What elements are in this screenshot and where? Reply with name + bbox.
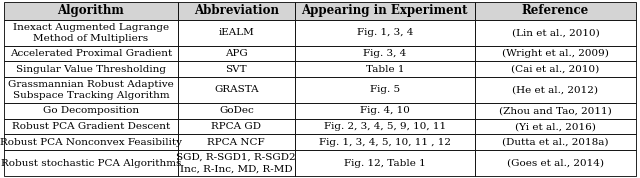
Bar: [178, 134, 295, 150]
Text: (Cai et al., 2010): (Cai et al., 2010): [511, 65, 600, 74]
Text: Robust stochastic PCA Algorithms: Robust stochastic PCA Algorithms: [1, 159, 181, 168]
Text: SVT: SVT: [225, 65, 247, 74]
Text: Algorithm: Algorithm: [58, 4, 124, 17]
Bar: [178, 61, 295, 77]
Bar: [178, 150, 295, 176]
Text: Go Decomposition: Go Decomposition: [43, 106, 139, 115]
Bar: [4, 20, 178, 46]
Text: iEALM: iEALM: [218, 28, 254, 37]
Text: Appearing in Experiment: Appearing in Experiment: [301, 4, 468, 17]
Text: (Wright et al., 2009): (Wright et al., 2009): [502, 49, 609, 58]
Bar: [295, 119, 475, 134]
Bar: [475, 134, 636, 150]
Text: (Goes et al., 2014): (Goes et al., 2014): [507, 159, 604, 168]
Text: APG: APG: [225, 49, 248, 58]
Bar: [178, 20, 295, 46]
Bar: [295, 150, 475, 176]
Text: GoDec: GoDec: [219, 106, 253, 115]
Bar: [475, 61, 636, 77]
Bar: [178, 2, 295, 20]
Text: SGD, R-SGD1, R-SGD2
Inc, R-Inc, MD, R-MD: SGD, R-SGD1, R-SGD2 Inc, R-Inc, MD, R-MD: [177, 153, 296, 173]
Text: Table 1: Table 1: [365, 65, 404, 74]
Bar: [4, 150, 178, 176]
Bar: [295, 103, 475, 119]
Text: Robust PCA Gradient Descent: Robust PCA Gradient Descent: [12, 122, 170, 131]
Bar: [475, 77, 636, 103]
Text: Fig. 1, 3, 4: Fig. 1, 3, 4: [356, 28, 413, 37]
Text: (He et al., 2012): (He et al., 2012): [513, 85, 598, 95]
Bar: [178, 77, 295, 103]
Bar: [475, 119, 636, 134]
Text: Fig. 3, 4: Fig. 3, 4: [363, 49, 406, 58]
Bar: [4, 61, 178, 77]
Text: Singular Value Thresholding: Singular Value Thresholding: [16, 65, 166, 74]
Text: GRASTA: GRASTA: [214, 85, 259, 95]
Bar: [475, 46, 636, 61]
Bar: [295, 77, 475, 103]
Text: (Dutta et al., 2018a): (Dutta et al., 2018a): [502, 138, 609, 147]
Bar: [178, 46, 295, 61]
Text: Inexact Augmented Lagrange
Method of Multipliers: Inexact Augmented Lagrange Method of Mul…: [13, 23, 169, 43]
Bar: [295, 20, 475, 46]
Text: RPCA GD: RPCA GD: [211, 122, 261, 131]
Bar: [295, 134, 475, 150]
Bar: [4, 103, 178, 119]
Bar: [295, 2, 475, 20]
Bar: [4, 77, 178, 103]
Text: Grassmannian Robust Adaptive
Subspace Tracking Algorithm: Grassmannian Robust Adaptive Subspace Tr…: [8, 80, 174, 100]
Text: Abbreviation: Abbreviation: [194, 4, 279, 17]
Text: Fig. 4, 10: Fig. 4, 10: [360, 106, 410, 115]
Bar: [4, 46, 178, 61]
Bar: [4, 119, 178, 134]
Text: Robust PCA Nonconvex Feasibility: Robust PCA Nonconvex Feasibility: [0, 138, 182, 147]
Text: Fig. 1, 3, 4, 5, 10, 11 , 12: Fig. 1, 3, 4, 5, 10, 11 , 12: [319, 138, 451, 147]
Bar: [178, 103, 295, 119]
Bar: [295, 61, 475, 77]
Text: Accelerated Proximal Gradient: Accelerated Proximal Gradient: [10, 49, 172, 58]
Text: RPCA NCF: RPCA NCF: [207, 138, 265, 147]
Text: Fig. 5: Fig. 5: [370, 85, 400, 95]
Text: (Zhou and Tao, 2011): (Zhou and Tao, 2011): [499, 106, 612, 115]
Text: (Yi et al., 2016): (Yi et al., 2016): [515, 122, 596, 131]
Bar: [4, 2, 178, 20]
Bar: [178, 119, 295, 134]
Bar: [295, 46, 475, 61]
Bar: [475, 2, 636, 20]
Bar: [4, 134, 178, 150]
Text: Fig. 12, Table 1: Fig. 12, Table 1: [344, 159, 426, 168]
Bar: [475, 150, 636, 176]
Bar: [475, 20, 636, 46]
Text: Reference: Reference: [522, 4, 589, 17]
Text: Fig. 2, 3, 4, 5, 9, 10, 11: Fig. 2, 3, 4, 5, 9, 10, 11: [324, 122, 446, 131]
Bar: [475, 103, 636, 119]
Text: (Lin et al., 2010): (Lin et al., 2010): [511, 28, 599, 37]
